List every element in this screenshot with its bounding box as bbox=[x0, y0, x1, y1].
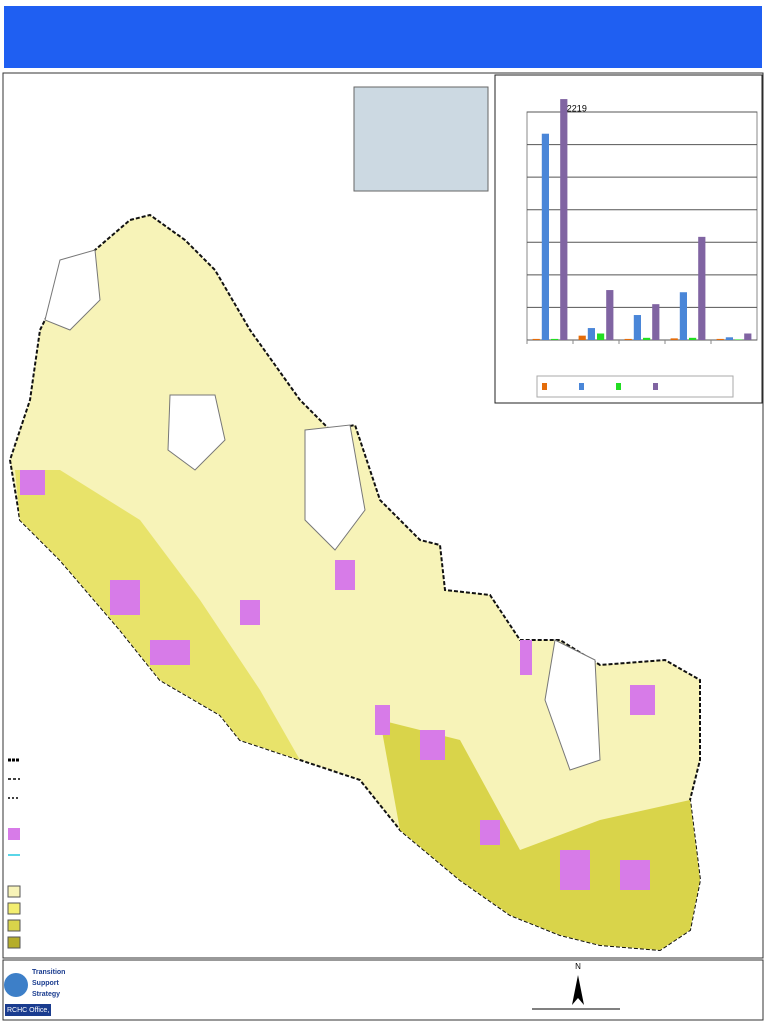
region-white bbox=[544, 639, 601, 771]
north-label: N bbox=[575, 962, 581, 971]
chart-box bbox=[494, 74, 763, 404]
un-logo bbox=[4, 973, 28, 997]
office-band bbox=[5, 1004, 51, 1016]
legend-swatch bbox=[653, 383, 658, 390]
chart-legend bbox=[536, 375, 734, 398]
bar bbox=[633, 315, 641, 340]
region-white bbox=[167, 394, 226, 471]
map bbox=[8, 213, 702, 952]
bar bbox=[541, 133, 549, 340]
bar bbox=[698, 236, 706, 340]
bar bbox=[624, 338, 632, 340]
bar bbox=[725, 337, 733, 340]
region-white bbox=[304, 424, 366, 551]
region-white bbox=[44, 249, 101, 331]
bar bbox=[716, 338, 724, 340]
logo-line: Strategy bbox=[32, 991, 60, 998]
bar bbox=[578, 335, 586, 340]
north-arrow bbox=[572, 975, 584, 1005]
bar bbox=[643, 337, 651, 340]
bar bbox=[587, 328, 595, 340]
bar bbox=[532, 338, 540, 340]
terai-east bbox=[380, 720, 700, 950]
legend-swatch bbox=[579, 383, 584, 390]
bar bbox=[597, 333, 605, 340]
banner bbox=[4, 6, 762, 68]
bar bbox=[606, 290, 614, 340]
bar bbox=[679, 292, 687, 340]
terai-west bbox=[15, 470, 300, 760]
purple-areas bbox=[20, 470, 655, 890]
legend-swatch bbox=[616, 383, 621, 390]
bar bbox=[551, 338, 559, 340]
info-box bbox=[353, 86, 489, 192]
office-label: RCHC Office, Nepal bbox=[7, 1007, 70, 1014]
bar bbox=[735, 339, 743, 340]
bar bbox=[560, 99, 568, 340]
data-label: 2219 bbox=[567, 103, 587, 113]
logo-line: Support bbox=[32, 980, 59, 987]
map-legend bbox=[7, 758, 21, 949]
footer bbox=[2, 959, 764, 1021]
bar bbox=[670, 338, 678, 340]
bar bbox=[689, 337, 697, 340]
bar bbox=[744, 333, 752, 340]
logo-line: Transition bbox=[32, 969, 65, 976]
bar bbox=[652, 304, 660, 340]
legend-swatch bbox=[542, 383, 547, 390]
